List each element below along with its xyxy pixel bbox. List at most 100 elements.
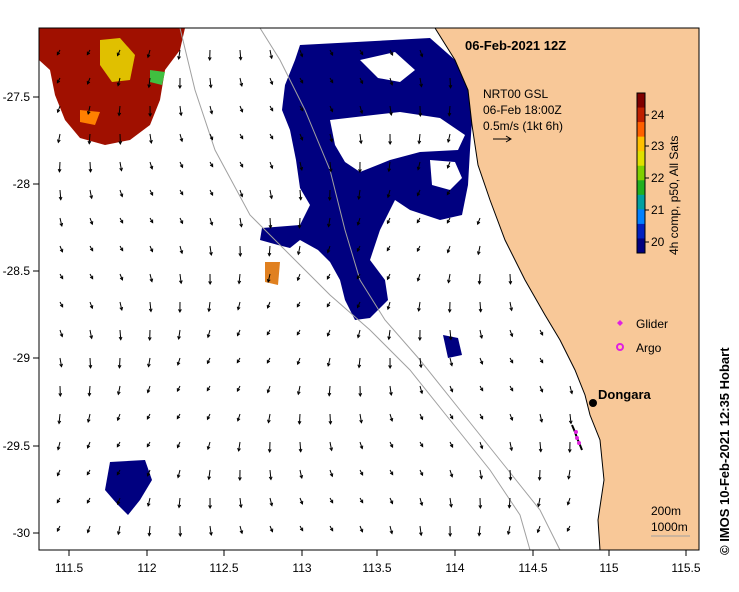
current-vector-head bbox=[118, 141, 123, 145]
current-vector-head bbox=[209, 163, 214, 168]
current-vector-head bbox=[116, 471, 121, 476]
current-vector-head bbox=[327, 392, 332, 397]
current-vector-head bbox=[89, 247, 94, 252]
current-vector bbox=[509, 273, 512, 284]
current-vector bbox=[239, 77, 243, 87]
current-vector-head bbox=[148, 308, 153, 313]
current-vector-head bbox=[478, 308, 483, 313]
current-vector-head bbox=[446, 164, 451, 169]
current-vector-head bbox=[418, 113, 423, 117]
current-vector-head bbox=[86, 51, 91, 56]
current-vector-head bbox=[359, 110, 364, 115]
x-tick-label: 115 bbox=[599, 561, 618, 575]
current-vector bbox=[298, 217, 301, 228]
current-vector-head bbox=[147, 363, 151, 368]
current-vector-head bbox=[296, 331, 301, 336]
current-vector bbox=[117, 77, 121, 86]
current-vector bbox=[359, 441, 363, 449]
current-vector bbox=[359, 133, 362, 144]
current-vector-head bbox=[329, 499, 334, 504]
y-tick-label: -29 bbox=[13, 351, 31, 365]
current-vector-head bbox=[119, 306, 124, 311]
current-vector bbox=[449, 497, 452, 507]
current-vector-head bbox=[59, 333, 64, 338]
current-vector bbox=[297, 357, 301, 365]
current-vector-head bbox=[389, 500, 394, 505]
current-vector bbox=[269, 217, 272, 228]
x-tick-label: 113.5 bbox=[362, 561, 391, 575]
current-vector bbox=[419, 385, 423, 394]
current-vector-head bbox=[356, 248, 361, 253]
current-vector bbox=[89, 161, 92, 172]
current-vector-head bbox=[476, 251, 481, 256]
current-vector-head bbox=[239, 135, 244, 140]
current-vector-head bbox=[567, 475, 571, 480]
current-vector-head bbox=[147, 84, 152, 89]
current-vector bbox=[418, 133, 421, 144]
current-vector-head bbox=[209, 110, 214, 115]
current-vector-head bbox=[359, 80, 364, 85]
current-vector bbox=[117, 385, 121, 395]
current-vector-head bbox=[236, 417, 241, 422]
current-vector-head bbox=[179, 191, 184, 196]
current-vector-head bbox=[329, 527, 334, 532]
current-vector-head bbox=[448, 336, 453, 341]
current-vector-head bbox=[389, 530, 394, 535]
current-vector-head bbox=[267, 449, 272, 453]
current-vector-head bbox=[269, 107, 274, 112]
current-vector-head bbox=[86, 80, 91, 85]
colorbar-segment bbox=[637, 223, 645, 239]
current-vector-head bbox=[327, 197, 332, 201]
colorbar-segment bbox=[637, 122, 645, 138]
current-vector-head bbox=[357, 195, 361, 200]
colorbar-segment bbox=[637, 165, 645, 181]
current-vector-head bbox=[416, 192, 421, 197]
current-vector bbox=[449, 77, 452, 88]
current-vector-head bbox=[299, 166, 304, 171]
current-vector bbox=[479, 469, 483, 479]
current-vector-head bbox=[509, 447, 514, 452]
current-vector bbox=[299, 497, 303, 505]
current-vector-head bbox=[478, 505, 483, 509]
current-vector-head bbox=[89, 221, 94, 226]
current-vector-head bbox=[237, 447, 241, 452]
current-vector-head bbox=[539, 418, 544, 423]
current-vector-head bbox=[86, 418, 91, 423]
colorbar-tick-label: 24 bbox=[651, 108, 665, 122]
current-vector-head bbox=[296, 361, 301, 366]
current-vector bbox=[299, 469, 303, 479]
current-vector bbox=[267, 273, 271, 283]
current-vector-head bbox=[88, 168, 93, 173]
current-vector-head bbox=[206, 387, 211, 392]
land-mass bbox=[435, 28, 699, 550]
current-vector bbox=[297, 245, 301, 255]
current-vector bbox=[88, 385, 91, 396]
current-vector-head bbox=[178, 533, 183, 537]
current-vector-head bbox=[269, 165, 274, 170]
current-vector-head bbox=[149, 165, 154, 170]
current-vector bbox=[477, 217, 481, 225]
current-vector-head bbox=[449, 473, 454, 478]
current-vector bbox=[119, 161, 123, 171]
current-vector bbox=[207, 329, 211, 338]
current-vector-head bbox=[176, 361, 181, 366]
current-vector bbox=[118, 105, 121, 116]
current-vector bbox=[89, 189, 93, 199]
current-vector-head bbox=[89, 335, 94, 340]
current-vector bbox=[177, 357, 181, 366]
current-vector-head bbox=[357, 364, 362, 369]
current-vector bbox=[447, 245, 451, 253]
current-vector bbox=[507, 525, 511, 535]
current-vector bbox=[209, 105, 213, 114]
current-vector-head bbox=[56, 472, 61, 477]
current-vector-head bbox=[116, 501, 121, 506]
current-vector-head bbox=[179, 164, 184, 169]
current-vector-head bbox=[149, 139, 153, 144]
current-vector-head bbox=[416, 248, 421, 252]
current-vector-head bbox=[147, 337, 152, 341]
current-vector-head bbox=[296, 303, 301, 308]
current-vector-head bbox=[59, 248, 64, 253]
current-vector bbox=[178, 49, 181, 60]
current-vector-head bbox=[299, 79, 304, 84]
current-vector bbox=[359, 525, 363, 532]
